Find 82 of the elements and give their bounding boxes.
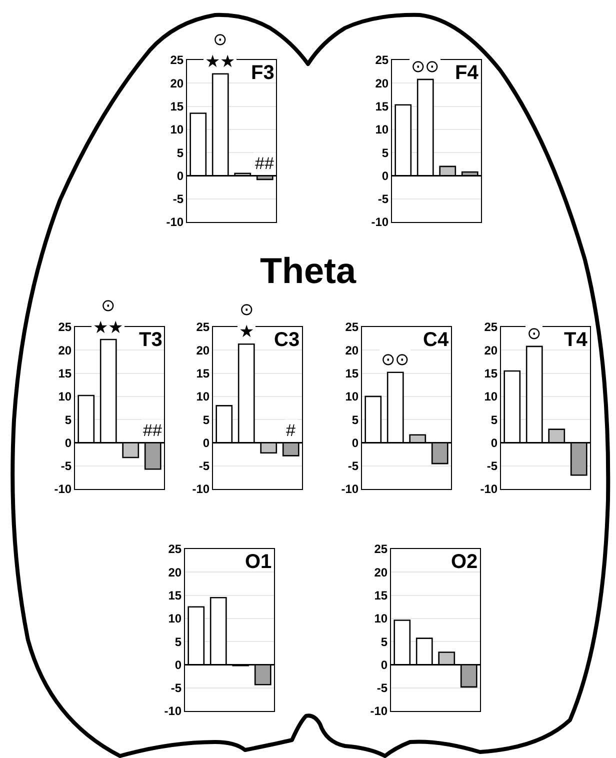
y-tick-label: 0 <box>380 658 388 672</box>
data-label: ## <box>143 421 162 440</box>
y-tick-label: 25 <box>374 542 388 556</box>
y-tick-label: 20 <box>374 565 388 580</box>
y-tick-label: 5 <box>64 412 72 427</box>
y-tick-label: 20 <box>168 565 182 580</box>
y-tick-label: 15 <box>484 366 498 380</box>
y-tick-label: -10 <box>370 704 388 718</box>
y-tick-label: 15 <box>58 366 72 380</box>
chart-title: O1 <box>245 551 272 573</box>
y-tick-label: -5 <box>348 459 359 474</box>
y-tick-label: -10 <box>54 482 72 496</box>
data-label: ⊙ ★ <box>239 300 254 342</box>
y-tick-label: 15 <box>345 366 359 380</box>
chart-title: F4 <box>455 62 480 84</box>
y-tick-label: 25 <box>58 320 72 334</box>
data-label: ⊙ <box>527 324 541 343</box>
y-tick-label: 15 <box>168 588 182 602</box>
data-label: ## <box>255 154 274 173</box>
y-tick-label: -5 <box>172 192 184 206</box>
y-tick-label: -10 <box>164 704 182 718</box>
y-tick-label: 5 <box>380 634 388 649</box>
data-label: ⊙ ★★ <box>205 30 235 72</box>
y-tick-label: 10 <box>374 612 388 626</box>
y-tick-label: 10 <box>345 390 359 404</box>
y-tick-label: 5 <box>202 412 210 427</box>
y-tick-label: 0 <box>176 168 184 183</box>
y-tick-label: 25 <box>196 320 210 334</box>
y-tick-label: -5 <box>170 681 182 696</box>
y-tick-label: -10 <box>341 482 359 496</box>
y-tick-label: 5 <box>352 412 359 427</box>
y-tick-label: 10 <box>168 612 182 626</box>
y-tick-label: 0 <box>174 658 182 672</box>
chart-title: C3 <box>274 329 300 351</box>
y-tick-label: -5 <box>60 459 72 474</box>
y-tick-label: -10 <box>192 482 210 496</box>
y-tick-label: 15 <box>170 99 184 114</box>
y-tick-label: 10 <box>375 122 389 137</box>
data-label: ⊙⊙ <box>411 57 439 76</box>
y-tick-label: 5 <box>174 634 182 649</box>
y-tick-label: 20 <box>58 343 72 358</box>
y-tick-label: 10 <box>196 390 210 404</box>
data-label: # <box>286 421 296 440</box>
y-tick-label: 5 <box>176 146 184 160</box>
y-tick-label: 10 <box>58 390 72 404</box>
y-tick-label: 10 <box>484 390 498 404</box>
y-tick-label: 15 <box>375 99 389 114</box>
y-tick-label: 20 <box>375 76 389 90</box>
chart-title: C4 <box>423 329 450 351</box>
chart-title: T4 <box>564 329 588 351</box>
y-tick-label: 5 <box>490 412 498 427</box>
y-tick-label: 0 <box>352 436 359 450</box>
y-tick-label: -5 <box>378 192 389 206</box>
chart-title: F3 <box>251 62 274 84</box>
y-tick-label: 10 <box>170 122 184 137</box>
y-tick-label: 25 <box>168 542 182 556</box>
y-tick-label: 15 <box>196 366 210 380</box>
y-tick-label: 0 <box>490 436 498 450</box>
y-tick-label: 25 <box>375 53 389 68</box>
y-tick-label: 5 <box>382 146 389 160</box>
y-tick-label: 20 <box>484 343 498 358</box>
text: Theta <box>258 250 358 292</box>
y-tick-label: -10 <box>166 215 184 230</box>
y-tick-label: 20 <box>196 343 210 358</box>
chart-title: T3 <box>139 329 162 351</box>
y-tick-label: -5 <box>486 459 498 474</box>
data-label: ⊙⊙ <box>381 350 409 369</box>
y-tick-label: 25 <box>484 320 498 334</box>
y-tick-label: -10 <box>371 215 389 230</box>
chart-title: O2 <box>451 551 478 573</box>
y-tick-label: 0 <box>382 168 389 183</box>
y-tick-label: 20 <box>345 343 359 358</box>
y-tick-label: 25 <box>170 53 184 68</box>
y-tick-label: 0 <box>202 436 210 450</box>
y-tick-label: 25 <box>345 320 359 334</box>
y-tick-label: -5 <box>198 459 210 474</box>
data-label: ⊙ ★★ <box>93 296 123 338</box>
y-tick-label: 0 <box>64 436 72 450</box>
y-tick-label: 20 <box>170 76 184 90</box>
y-tick-label: -10 <box>480 482 498 496</box>
y-tick-label: 15 <box>374 588 388 602</box>
y-tick-label: -5 <box>376 681 388 696</box>
